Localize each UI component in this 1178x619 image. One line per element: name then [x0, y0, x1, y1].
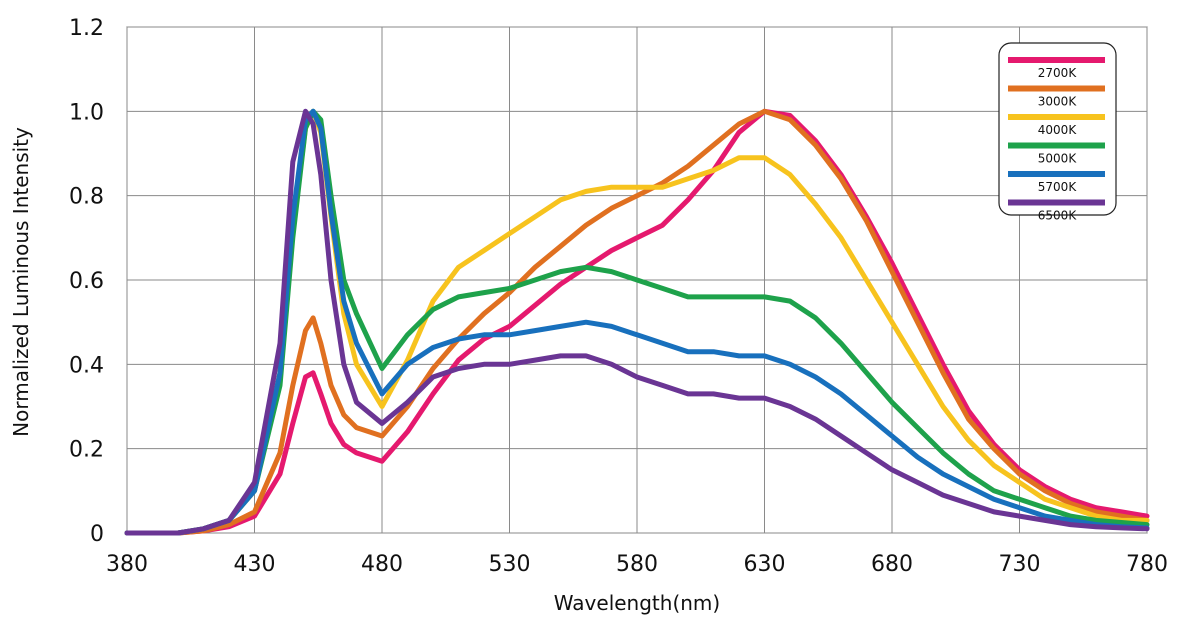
x-tick-label: 730	[999, 552, 1041, 577]
series-line-5700K	[124, 108, 1150, 536]
legend: 2700K 3000K 4000K 5000K 5700K 6500K	[998, 42, 1117, 223]
x-tick-label: 380	[106, 552, 148, 577]
y-tick-label: 0.2	[69, 438, 104, 463]
x-axis-ticks: 380 430 480 530 580 630 680 730 780	[106, 552, 1168, 577]
legend-label: 3000K	[1038, 95, 1078, 109]
y-tick-label: 0.4	[69, 353, 104, 378]
x-tick-label: 780	[1126, 552, 1168, 577]
y-tick-label: 0.6	[69, 269, 104, 294]
x-tick-label: 480	[361, 552, 403, 577]
x-tick-label: 630	[744, 552, 786, 577]
x-tick-label: 680	[871, 552, 913, 577]
series-lines	[124, 108, 1150, 536]
y-tick-label: 0.8	[69, 185, 104, 210]
y-tick-label: 1.2	[69, 16, 104, 41]
series-line-3000K	[124, 108, 1150, 536]
series-line-2700K	[124, 108, 1150, 536]
y-tick-label: 0	[90, 522, 104, 547]
series-line-6500K	[124, 108, 1150, 536]
x-tick-label: 430	[234, 552, 276, 577]
x-tick-label: 580	[616, 552, 658, 577]
legend-label: 4000K	[1038, 123, 1078, 137]
x-axis-title: Wavelength(nm)	[554, 591, 720, 615]
y-axis-ticks: 0 0.2 0.4 0.6 0.8 1.0 1.2	[69, 16, 104, 547]
y-axis-title: Normalized Luminous Intensity	[9, 127, 33, 437]
legend-label: 5000K	[1038, 152, 1078, 166]
y-tick-label: 1.0	[69, 100, 104, 125]
x-tick-label: 530	[489, 552, 531, 577]
legend-label: 6500K	[1038, 209, 1078, 223]
legend-label: 2700K	[1038, 66, 1078, 80]
legend-label: 5700K	[1038, 180, 1078, 194]
